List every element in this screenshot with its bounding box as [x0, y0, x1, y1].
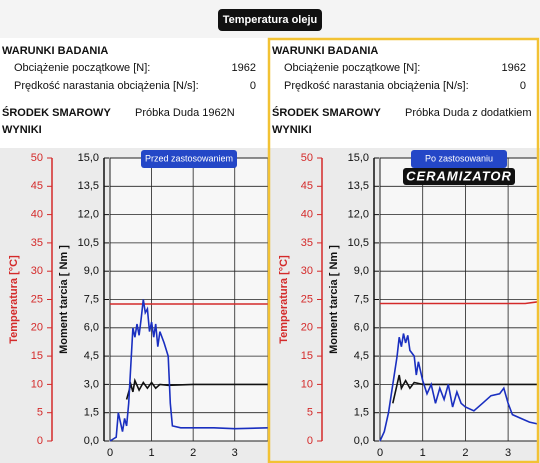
x-tick-label: 1	[420, 447, 426, 459]
section-heading: WARUNKI BADANIA	[272, 45, 378, 57]
y2-tick-label: 15,0	[78, 152, 99, 164]
y2-tick-label: 4,5	[354, 350, 369, 362]
series-line	[109, 299, 269, 442]
series-line	[379, 333, 539, 442]
y2-tick-label: 3,0	[354, 378, 369, 390]
y2-tick-label: 10,5	[348, 237, 369, 249]
y2-tick-label: 15,0	[348, 152, 369, 164]
y-tick-label: 40	[31, 209, 43, 221]
lubricant-name: Próbka Duda 1962N	[135, 107, 235, 119]
y2-tick-label: 1,5	[354, 407, 369, 419]
condition-value: 1962	[502, 62, 526, 74]
y-tick-label: 45	[31, 180, 43, 192]
y-tick-label: 20	[301, 322, 313, 334]
y-tick-label: 45	[301, 180, 313, 192]
y2-tick-label: 13,5	[78, 180, 99, 192]
y2-tick-label: 6,0	[84, 322, 99, 334]
x-tick-label: 0	[107, 447, 113, 459]
results-heading: WYNIKI	[272, 124, 312, 136]
series-line	[392, 374, 538, 404]
y-tick-label: 10	[301, 378, 313, 390]
y2-tick-label: 12,0	[348, 209, 369, 221]
y2-tick-label: 10,5	[78, 237, 99, 249]
y2-tick-label: 9,0	[354, 265, 369, 277]
y2-axis-label: Moment tarcia [ Nm ]	[58, 245, 70, 354]
y2-tick-label: 4,5	[84, 350, 99, 362]
y2-tick-label: 0,0	[354, 435, 369, 447]
lubricant-heading: ŚRODEK SMAROWY	[272, 106, 381, 119]
results-heading: WYNIKI	[2, 124, 42, 136]
y2-tick-label: 6,0	[354, 322, 369, 334]
condition-label: Obciążenie początkowe [N]:	[284, 62, 420, 74]
lubricant-name: Próbka Duda z dodatkiem	[405, 107, 532, 119]
y2-tick-label: 3,0	[84, 378, 99, 390]
y2-tick-label: 7,5	[354, 293, 369, 305]
y2-tick-label: 0,0	[84, 435, 99, 447]
logo-box	[403, 168, 515, 185]
y-tick-label: 25	[301, 293, 313, 305]
y-tick-label: 30	[31, 265, 43, 277]
y-tick-label: 15	[301, 350, 313, 362]
y2-axis-label: Moment tarcia [ Nm ]	[328, 245, 340, 354]
y-tick-label: 0	[37, 435, 43, 447]
x-tick-label: 3	[232, 447, 238, 459]
y2-tick-label: 12,0	[78, 209, 99, 221]
y-tick-label: 0	[307, 435, 313, 447]
lubricant-heading: ŚRODEK SMAROWY	[2, 106, 111, 119]
condition-value: 0	[250, 80, 256, 92]
y-tick-label: 50	[301, 152, 313, 164]
series-line	[380, 301, 539, 305]
y-tick-label: 35	[31, 237, 43, 249]
y-tick-label: 5	[307, 407, 313, 419]
condition-label: Prędkość narastania obciążenia [N/s]:	[284, 80, 469, 92]
y-tick-label: 15	[31, 350, 43, 362]
x-tick-label: 2	[462, 447, 468, 459]
y2-tick-label: 9,0	[84, 265, 99, 277]
y2-tick-label: 1,5	[84, 407, 99, 419]
y-tick-label: 50	[31, 152, 43, 164]
condition-label: Prędkość narastania obciążenia [N/s]:	[14, 80, 199, 92]
title-pill	[218, 9, 322, 31]
y2-tick-label: 7,5	[84, 293, 99, 305]
highlight-frame	[267, 37, 540, 463]
badge-text: Po zastosowaniu	[425, 153, 493, 163]
y2-tick-label: 13,5	[348, 180, 369, 192]
condition-value: 0	[520, 80, 526, 92]
badge-text: Przed zastosowaniem	[145, 153, 233, 163]
x-tick-label: 2	[190, 447, 196, 459]
condition-label: Obciążenie początkowe [N]:	[14, 62, 150, 74]
y-tick-label: 10	[31, 378, 43, 390]
y-tick-label: 5	[37, 407, 43, 419]
y-tick-label: 25	[31, 293, 43, 305]
page-title: Temperatura oleju	[223, 14, 318, 26]
badge	[411, 150, 507, 168]
y-tick-label: 20	[31, 322, 43, 334]
y-tick-label: 30	[301, 265, 313, 277]
logo-text: CERAMIZATOR	[406, 168, 512, 183]
condition-value: 1962	[232, 62, 256, 74]
badge	[141, 150, 237, 168]
y-tick-label: 35	[301, 237, 313, 249]
y-axis-label: Temperatura [°C]	[8, 255, 20, 344]
x-tick-label: 3	[505, 447, 511, 459]
y-axis-label: Temperatura [°C]	[278, 255, 290, 344]
section-heading: WARUNKI BADANIA	[2, 45, 108, 57]
series-line	[125, 377, 268, 400]
x-tick-label: 0	[377, 447, 383, 459]
x-tick-label: 1	[149, 447, 155, 459]
y-tick-label: 40	[301, 209, 313, 221]
